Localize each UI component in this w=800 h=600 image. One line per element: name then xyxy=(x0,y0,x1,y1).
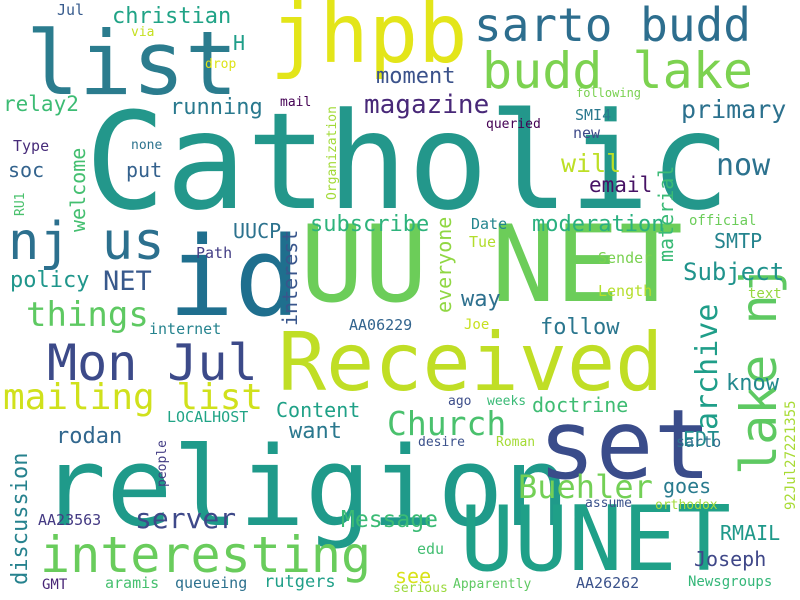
word: mailing list xyxy=(3,377,264,418)
word: Type xyxy=(13,137,50,155)
word: goes xyxy=(663,474,712,498)
word: LOCALHOST xyxy=(167,408,249,426)
word: drop xyxy=(205,57,237,72)
word: Jul xyxy=(57,1,85,19)
word: Apparently xyxy=(453,577,532,592)
word: mail xyxy=(280,95,312,110)
word: relay2 xyxy=(3,92,79,116)
word: interesting xyxy=(40,526,372,584)
word: see xyxy=(395,564,432,588)
word: way xyxy=(461,287,501,312)
word: Buehler xyxy=(518,468,653,506)
word: Mon Jul xyxy=(47,334,258,392)
word: ago xyxy=(448,394,472,409)
word: assume xyxy=(585,496,632,511)
word: SMTP xyxy=(714,229,763,253)
word: religion xyxy=(40,423,570,551)
word: moderation xyxy=(532,212,665,237)
word: rutgers xyxy=(264,572,336,592)
word: Length xyxy=(598,282,653,300)
word: Church xyxy=(387,404,507,443)
word: nj us xyxy=(8,212,165,272)
word: jhpb xyxy=(270,0,468,82)
word: soc xyxy=(8,158,45,182)
word: serious xyxy=(393,581,448,596)
word: moment xyxy=(376,64,456,89)
word: none xyxy=(131,138,163,153)
word: rodan xyxy=(56,424,123,449)
word: official xyxy=(689,213,757,229)
word: queueing xyxy=(175,574,248,592)
word: subscribe xyxy=(310,212,430,237)
word: people xyxy=(155,440,170,487)
word: following xyxy=(576,86,642,100)
word: Received xyxy=(278,316,664,409)
word: edu xyxy=(417,540,445,558)
word: text xyxy=(748,286,782,302)
word: Roman xyxy=(496,435,536,450)
word: want xyxy=(289,419,342,444)
word: UUNET xyxy=(460,487,731,592)
word: doctrine xyxy=(532,393,629,417)
word: desire xyxy=(418,435,465,450)
word: orthodox xyxy=(655,498,718,513)
word: UU NET xyxy=(300,203,683,326)
word: running xyxy=(170,95,263,120)
word: know xyxy=(726,371,779,396)
word: Joseph xyxy=(694,547,767,571)
word: RMAIL xyxy=(720,521,781,545)
word: follow xyxy=(540,315,620,340)
word: budd lake xyxy=(482,42,753,100)
word: christian xyxy=(112,4,232,29)
word: new xyxy=(573,124,601,142)
word: now xyxy=(716,148,771,183)
word: email xyxy=(589,173,653,197)
word: EDT xyxy=(683,427,720,451)
word: Organization xyxy=(325,106,340,200)
word: list xyxy=(26,12,238,115)
word: will xyxy=(561,149,622,178)
word: sarto budd xyxy=(474,0,751,52)
word: Newsgroups xyxy=(688,574,773,590)
word: weeks xyxy=(487,394,527,409)
word: sarto xyxy=(676,433,722,451)
word: Joe xyxy=(464,317,490,333)
word: Tue xyxy=(469,233,497,251)
word: server xyxy=(135,502,237,535)
word: Subject xyxy=(683,258,785,286)
word: Sender xyxy=(598,249,653,267)
word: NET xyxy=(103,266,152,297)
word: everyone xyxy=(432,216,456,313)
word: Date xyxy=(471,215,508,233)
word: policy xyxy=(10,268,90,293)
word: internet xyxy=(149,320,222,338)
word: set xyxy=(538,389,712,501)
word: queried xyxy=(486,117,541,132)
word: AA23563 xyxy=(38,511,102,529)
word: AA06229 xyxy=(349,316,413,334)
word: Catholic xyxy=(85,84,731,240)
word: Message xyxy=(341,507,438,533)
word: RU1 xyxy=(13,192,28,216)
word: welcome xyxy=(66,147,90,232)
word: put xyxy=(126,158,163,182)
word: magazine xyxy=(364,90,490,120)
word: aramis xyxy=(105,574,160,592)
word: SMI4 xyxy=(575,106,612,124)
word: AA26262 xyxy=(576,574,640,592)
word: discussion xyxy=(8,452,33,585)
word: archive xyxy=(690,303,725,430)
word: H xyxy=(233,31,246,55)
word: Path xyxy=(196,244,233,262)
word: id xyxy=(168,213,301,341)
word: primary xyxy=(681,95,787,124)
word: UUCP xyxy=(233,219,282,243)
word: via xyxy=(131,25,155,40)
word: interest xyxy=(278,229,302,326)
word: things xyxy=(26,295,149,335)
word: GMT xyxy=(42,577,68,593)
word: Content xyxy=(276,398,361,422)
word: 92Jul27221355 xyxy=(783,400,799,510)
